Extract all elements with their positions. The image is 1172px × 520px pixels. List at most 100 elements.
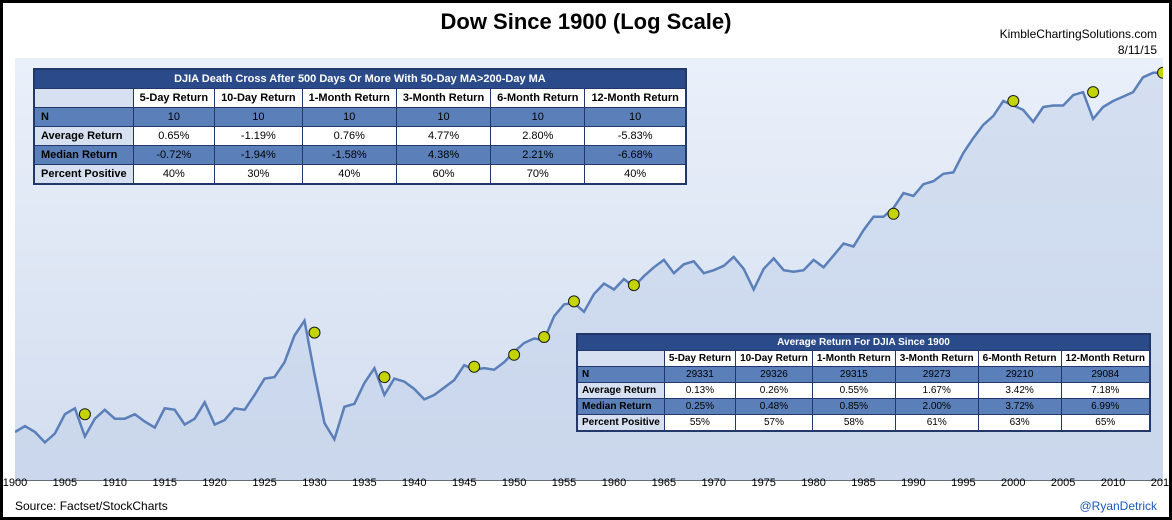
death-cross-marker: [1008, 96, 1019, 107]
col-hdr: 12-Month Return: [585, 89, 686, 108]
twitter-handle: @RyanDetrick: [1079, 499, 1157, 513]
col-hdr: 10-Day Return: [215, 89, 303, 108]
x-tick: 1970: [702, 477, 726, 489]
x-tick: 2000: [1001, 477, 1025, 489]
death-cross-marker: [539, 332, 550, 343]
cell: 0.55%: [812, 383, 895, 399]
cell: 10: [215, 108, 303, 127]
col-hdr: [34, 89, 133, 108]
cell: 6.99%: [1061, 399, 1150, 415]
cell: 29084: [1061, 367, 1150, 383]
row-hdr: N: [34, 108, 133, 127]
x-tick: 2015: [1151, 477, 1172, 489]
x-tick: 1990: [901, 477, 925, 489]
col-hdr: 10-Day Return: [736, 351, 813, 367]
table-avg-return: Average Return For DJIA Since 19005-Day …: [576, 333, 1151, 432]
death-cross-marker: [309, 327, 320, 338]
cell: 0.48%: [736, 399, 813, 415]
cell: 10: [133, 108, 214, 127]
row-hdr: N: [577, 367, 664, 383]
col-hdr: 5-Day Return: [664, 351, 735, 367]
x-tick: 1925: [252, 477, 276, 489]
cell: 61%: [895, 415, 978, 432]
attrib-date: 8/11/15: [1000, 43, 1157, 59]
cell: -5.83%: [585, 127, 686, 146]
cell: 29315: [812, 367, 895, 383]
col-hdr: [577, 351, 664, 367]
cell: 2.21%: [491, 146, 585, 165]
x-tick: 1940: [402, 477, 426, 489]
x-tick: 1935: [352, 477, 376, 489]
row-hdr: Median Return: [34, 146, 133, 165]
cell: 70%: [491, 165, 585, 185]
cell: 7.18%: [1061, 383, 1150, 399]
cell: 3.72%: [978, 399, 1061, 415]
col-hdr: 1-Month Return: [302, 89, 396, 108]
cell: 2.80%: [491, 127, 585, 146]
x-tick: 1915: [152, 477, 176, 489]
table-death-cross: DJIA Death Cross After 500 Days Or More …: [33, 68, 687, 185]
cell: 29273: [895, 367, 978, 383]
cell: 4.77%: [396, 127, 490, 146]
cell: 60%: [396, 165, 490, 185]
x-tick: 1930: [302, 477, 326, 489]
death-cross-marker: [379, 372, 390, 383]
x-tick: 1905: [53, 477, 77, 489]
col-hdr: 1-Month Return: [812, 351, 895, 367]
death-cross-marker: [628, 280, 639, 291]
death-cross-marker: [888, 208, 899, 219]
col-hdr: 6-Month Return: [978, 351, 1061, 367]
cell: -1.58%: [302, 146, 396, 165]
x-axis: 1900190519101915192019251930193519401945…: [15, 477, 1157, 495]
col-hdr: 5-Day Return: [133, 89, 214, 108]
x-tick: 1960: [602, 477, 626, 489]
cell: -6.68%: [585, 146, 686, 165]
cell: 4.38%: [396, 146, 490, 165]
attrib-site: KimbleChartingSolutions.com: [1000, 27, 1157, 43]
x-tick: 1900: [3, 477, 27, 489]
row-hdr: Average Return: [577, 383, 664, 399]
x-tick: 1965: [652, 477, 676, 489]
cell: 29326: [736, 367, 813, 383]
cell: 3.42%: [978, 383, 1061, 399]
row-hdr: Percent Positive: [34, 165, 133, 185]
cell: 58%: [812, 415, 895, 432]
cell: 1.67%: [895, 383, 978, 399]
x-tick: 1975: [751, 477, 775, 489]
col-hdr: 6-Month Return: [491, 89, 585, 108]
x-tick: 1920: [202, 477, 226, 489]
cell: 63%: [978, 415, 1061, 432]
row-hdr: Percent Positive: [577, 415, 664, 432]
cell: 30%: [215, 165, 303, 185]
cell: 29210: [978, 367, 1061, 383]
x-tick: 1945: [452, 477, 476, 489]
death-cross-marker: [79, 409, 90, 420]
x-tick: 2010: [1101, 477, 1125, 489]
cell: 10: [585, 108, 686, 127]
cell: 40%: [302, 165, 396, 185]
cell: 65%: [1061, 415, 1150, 432]
death-cross-marker: [1088, 87, 1099, 98]
table-title: Average Return For DJIA Since 1900: [577, 334, 1150, 351]
cell: 55%: [664, 415, 735, 432]
x-tick: 1985: [851, 477, 875, 489]
cell: 0.25%: [664, 399, 735, 415]
source-text: Source: Factset/StockCharts: [15, 499, 168, 513]
attribution: KimbleChartingSolutions.com 8/11/15: [1000, 27, 1157, 58]
cell: -1.94%: [215, 146, 303, 165]
cell: 0.85%: [812, 399, 895, 415]
table-title: DJIA Death Cross After 500 Days Or More …: [34, 69, 686, 89]
col-hdr: 3-Month Return: [895, 351, 978, 367]
cell: 0.76%: [302, 127, 396, 146]
x-tick: 1980: [801, 477, 825, 489]
cell: 57%: [736, 415, 813, 432]
cell: 10: [491, 108, 585, 127]
x-tick: 1995: [951, 477, 975, 489]
death-cross-marker: [509, 349, 520, 360]
col-hdr: 3-Month Return: [396, 89, 490, 108]
cell: -1.19%: [215, 127, 303, 146]
col-hdr: 12-Month Return: [1061, 351, 1150, 367]
cell: 40%: [133, 165, 214, 185]
death-cross-marker: [569, 296, 580, 307]
cell: 2.00%: [895, 399, 978, 415]
